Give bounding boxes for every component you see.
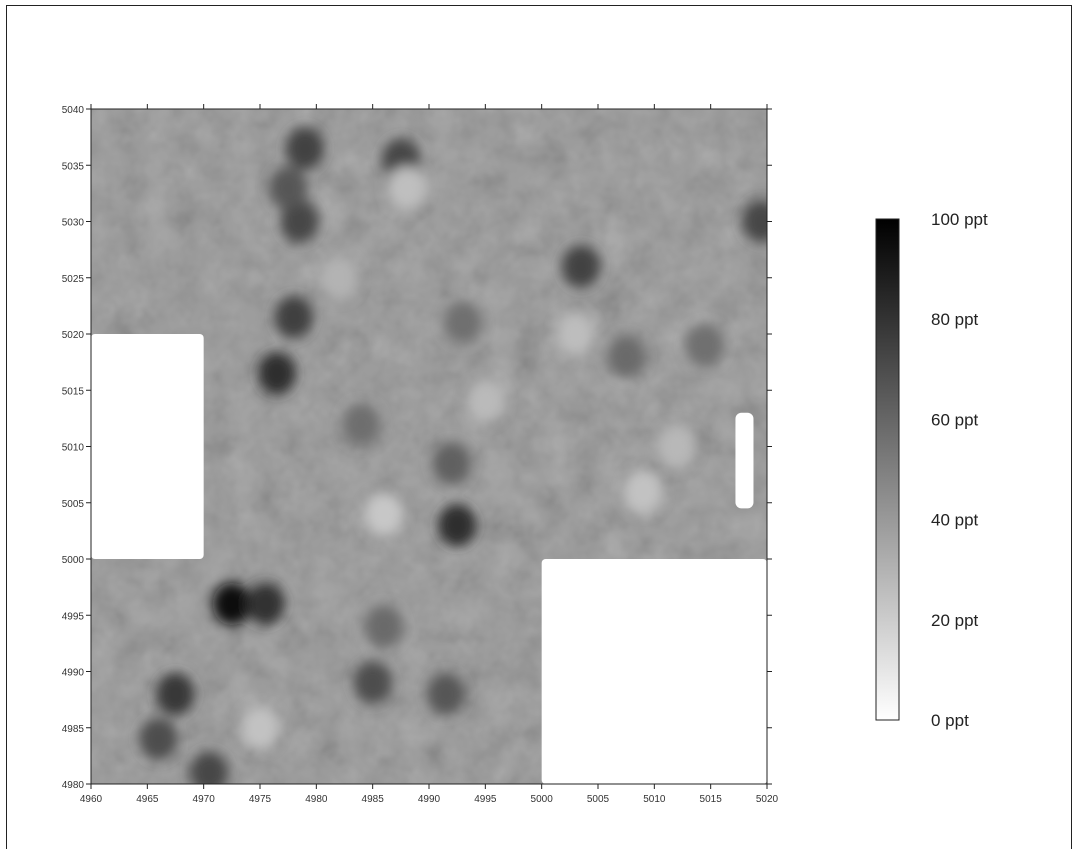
no-data-region bbox=[91, 334, 204, 559]
x-tick-label: 4960 bbox=[80, 794, 103, 805]
heatmap-cell bbox=[466, 380, 505, 423]
colorbar-label: 100 ppt bbox=[931, 210, 988, 229]
heatmap-cell bbox=[623, 470, 663, 513]
x-tick-label: 4995 bbox=[474, 794, 497, 805]
colorbar-label: 20 ppt bbox=[931, 611, 979, 630]
heatmap-cell bbox=[561, 245, 601, 288]
heatmap-cell bbox=[342, 402, 381, 446]
y-tick-label: 5015 bbox=[62, 386, 85, 397]
heatmap-cell bbox=[426, 672, 466, 716]
colorbar-label: 40 ppt bbox=[931, 511, 979, 530]
heatmap-cell bbox=[657, 425, 697, 468]
y-tick-label: 5000 bbox=[62, 555, 85, 566]
y-tick-label: 5040 bbox=[62, 105, 85, 116]
no-data-regions bbox=[91, 334, 767, 784]
heatmap-cell bbox=[438, 503, 477, 547]
axes: 4960 4965 4970 4975 4980 4985 4990 4995 5000 5005… bbox=[62, 104, 779, 805]
y-tick-label: 5035 bbox=[62, 161, 85, 172]
colorbar-label: 0 ppt bbox=[931, 711, 969, 730]
heatmap-cell bbox=[240, 706, 280, 750]
x-tick-label: 4990 bbox=[418, 794, 441, 805]
heatmap-cell bbox=[190, 751, 229, 784]
x-tick-label: 4985 bbox=[362, 794, 385, 805]
y-tick-label: 5005 bbox=[62, 499, 85, 510]
heatmap-cell bbox=[319, 256, 359, 300]
x-tick-label: 5015 bbox=[700, 794, 723, 805]
heatmap-cell bbox=[607, 335, 646, 378]
heatmap-cell bbox=[432, 441, 471, 485]
heatmap-features bbox=[139, 126, 767, 784]
heatmap-cell bbox=[556, 312, 595, 356]
heatmap-cell bbox=[246, 582, 285, 626]
y-tick-label: 5020 bbox=[62, 330, 85, 341]
x-tick-label: 5020 bbox=[756, 794, 779, 805]
x-tick-label: 5010 bbox=[643, 794, 666, 805]
heatmap-cell bbox=[353, 661, 392, 705]
y-tick-label: 4990 bbox=[62, 668, 85, 679]
x-tick-label: 5005 bbox=[587, 794, 610, 805]
x-tick-label: 5000 bbox=[531, 794, 554, 805]
y-tick-label: 4980 bbox=[62, 780, 85, 791]
heatmap-cell bbox=[274, 295, 313, 339]
colorbar-ramp bbox=[875, 218, 900, 721]
heatmap-cell bbox=[280, 200, 319, 243]
colorbar-label: 80 ppt bbox=[931, 310, 979, 329]
colorbar-label: 60 ppt bbox=[931, 410, 979, 429]
x-tick-label: 4970 bbox=[193, 794, 216, 805]
heatmap-cell bbox=[139, 717, 178, 761]
heatmap-cell bbox=[443, 301, 482, 345]
x-tick-label: 4965 bbox=[136, 794, 159, 805]
heatmap-cell bbox=[364, 492, 404, 536]
heatmap-cell bbox=[685, 323, 725, 367]
heatmap-cell bbox=[285, 126, 325, 170]
y-tick-label: 4995 bbox=[62, 611, 85, 622]
y-tick-label: 4985 bbox=[62, 724, 85, 735]
no-data-region bbox=[541, 559, 767, 784]
heatmap-cell bbox=[257, 351, 297, 395]
heatmap-cell bbox=[387, 166, 426, 210]
figure-frame bbox=[6, 5, 1072, 849]
y-tick-label: 5010 bbox=[62, 443, 85, 454]
plot-area bbox=[91, 109, 767, 784]
y-tick-label: 5030 bbox=[62, 218, 85, 229]
no-data-region bbox=[735, 412, 754, 509]
colorbar: 100 ppt 80 ppt 60 ppt 40 ppt 20 ppt 0 ppt bbox=[875, 210, 988, 730]
heatmap-cell bbox=[212, 582, 251, 626]
y-tick-label: 5025 bbox=[62, 274, 85, 285]
heatmap-cell bbox=[742, 200, 767, 243]
colorbar-labels: 100 ppt 80 ppt 60 ppt 40 ppt 20 ppt 0 ppt bbox=[931, 210, 988, 730]
heatmap-cell bbox=[156, 672, 195, 716]
x-tick-label: 4980 bbox=[305, 794, 328, 805]
x-tick-label: 4975 bbox=[249, 794, 272, 805]
heatmap-cell bbox=[269, 166, 308, 210]
heatmap-cell bbox=[364, 605, 404, 648]
